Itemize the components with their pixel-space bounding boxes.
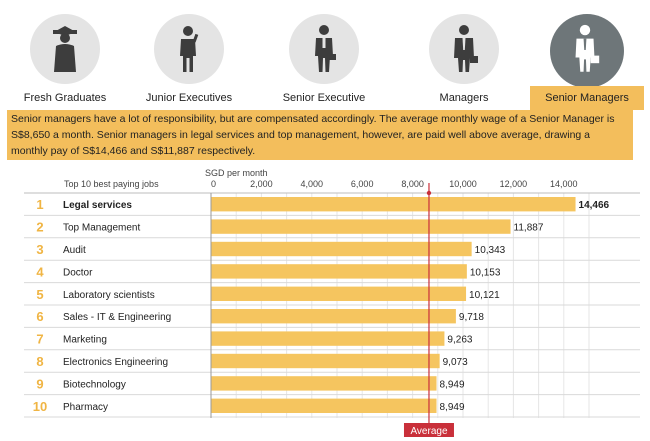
rank-number: 2 (36, 220, 43, 235)
category-label: Pharmacy (63, 402, 108, 413)
rank-number: 9 (36, 376, 43, 391)
category-label: Biotechnology (63, 379, 126, 390)
tab-label: Senior Managers (530, 86, 644, 110)
category-tabs: Fresh Graduates Junior Executives Senior… (0, 0, 650, 110)
value-label: 10,153 (470, 267, 501, 278)
rank-number: 6 (36, 309, 43, 324)
category-label: Audit (63, 245, 86, 256)
value-label: 14,466 (579, 200, 610, 211)
category-label: Top Management (63, 223, 140, 234)
tab-label: Junior Executives (145, 92, 233, 104)
value-label: 8,949 (440, 379, 465, 390)
manager-icon (429, 14, 499, 84)
x-tick-label: 8,000 (401, 179, 424, 189)
value-label: 10,343 (475, 245, 506, 256)
bar (211, 264, 467, 279)
x-tick-label: 0 (211, 179, 216, 189)
bar (211, 197, 576, 212)
average-marker (426, 190, 432, 196)
bar (211, 219, 511, 234)
category-label: Sales - IT & Engineering (63, 312, 171, 323)
x-tick-label: 2,000 (250, 179, 273, 189)
rank-number: 3 (36, 242, 43, 257)
bar (211, 353, 440, 369)
bar (211, 376, 437, 391)
rank-number: 10 (33, 399, 47, 414)
average-label-box (403, 423, 454, 437)
bar (211, 398, 437, 413)
description-text: Senior managers have a lot of responsibi… (7, 110, 633, 160)
bar (211, 241, 472, 257)
tab-senior-executive[interactable]: Senior Executive (259, 0, 389, 110)
chart-title: Top 10 best paying jobs (64, 179, 159, 189)
bar (211, 286, 467, 301)
graduate-icon (30, 14, 100, 84)
tab-senior-managers[interactable]: Senior Managers (522, 0, 650, 110)
category-label: Doctor (63, 267, 93, 278)
x-tick-label: 10,000 (449, 179, 477, 189)
x-tick-label: 14,000 (550, 179, 578, 189)
rank-number: 1 (36, 197, 43, 212)
value-label: 10,121 (469, 290, 500, 301)
category-label: Electronics Engineering (63, 357, 168, 368)
category-label: Marketing (63, 335, 107, 346)
junior-executive-icon (154, 14, 224, 84)
rank-number: 5 (36, 287, 43, 302)
senior-manager-icon (550, 14, 624, 88)
value-label: 9,263 (447, 335, 472, 346)
value-label: 9,718 (459, 312, 484, 323)
category-label: Laboratory scientists (63, 290, 155, 301)
bar (211, 309, 456, 324)
bar (211, 331, 445, 346)
tab-junior-executives[interactable]: Junior Executives (124, 0, 254, 110)
category-label: Legal services (63, 200, 132, 211)
rank-number: 7 (36, 332, 43, 347)
average-label: Average (410, 426, 448, 437)
rank-number: 4 (36, 264, 44, 279)
senior-executive-icon (289, 14, 359, 84)
x-axis-title: SGD per month (205, 168, 268, 178)
x-tick-label: 4,000 (301, 179, 324, 189)
value-label: 11,887 (514, 223, 544, 234)
tab-label: Fresh Graduates (23, 92, 107, 104)
tab-managers[interactable]: Managers (399, 0, 529, 110)
value-label: 8,949 (440, 402, 465, 413)
value-label: 9,073 (443, 357, 468, 368)
x-tick-label: 12,000 (500, 179, 528, 189)
rank-number: 8 (36, 354, 43, 369)
tab-label: Managers (439, 92, 489, 104)
tab-fresh-graduates[interactable]: Fresh Graduates (0, 0, 130, 110)
x-tick-label: 6,000 (351, 179, 374, 189)
tab-label: Senior Executive (282, 92, 366, 104)
